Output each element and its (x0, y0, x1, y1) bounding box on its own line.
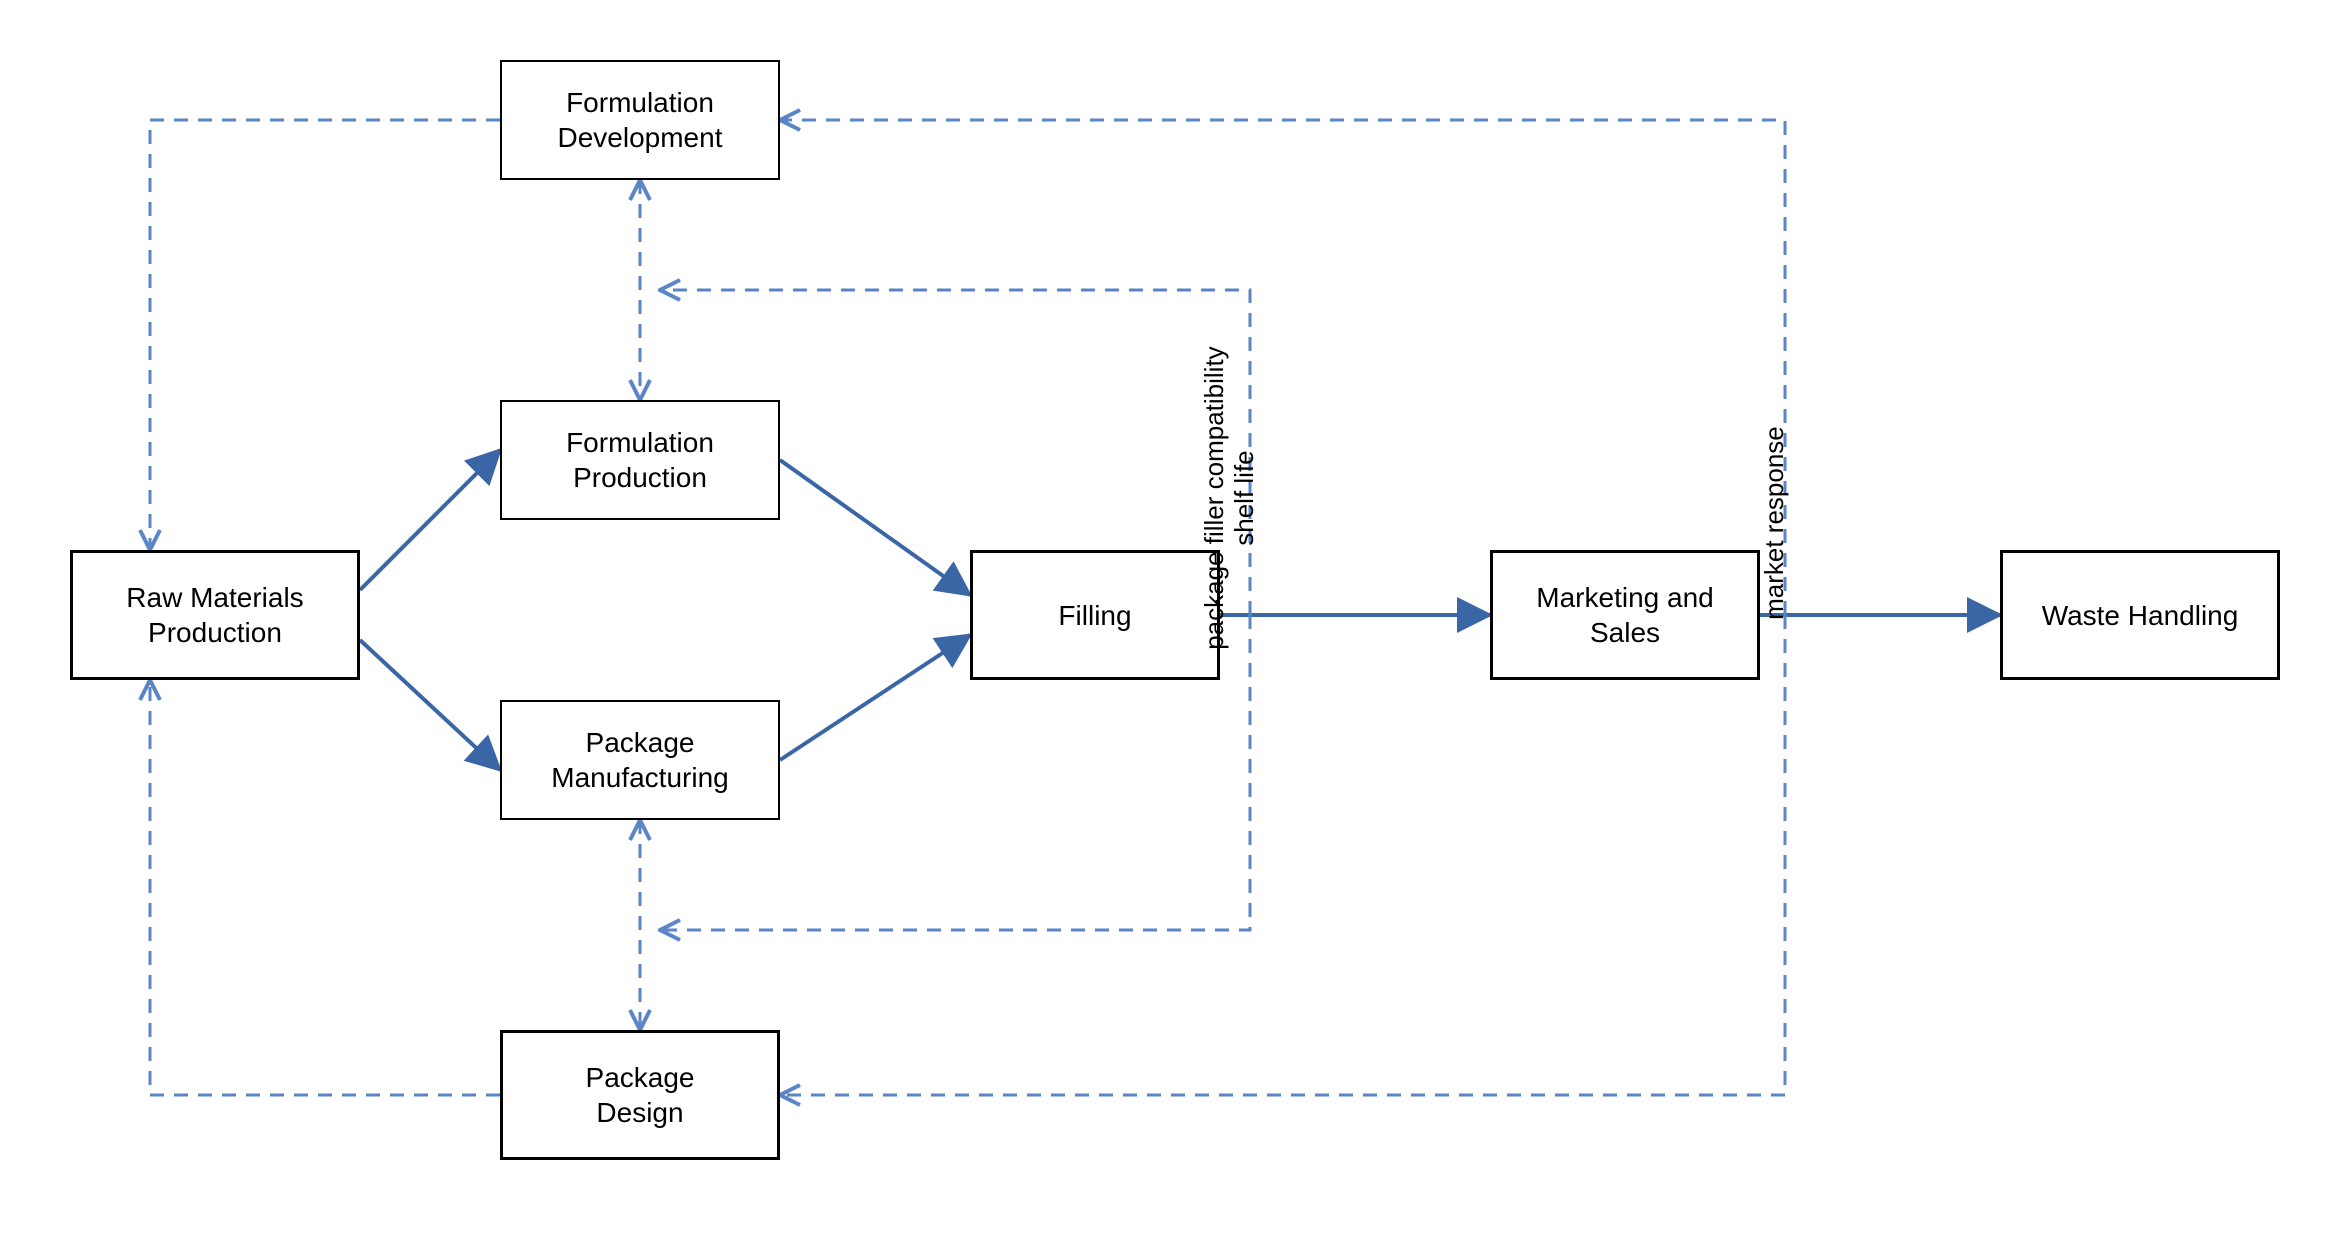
node-label: Marketing and Sales (1536, 580, 1713, 650)
flowchart-canvas: Raw Materials Production Formulation Deve… (0, 0, 2346, 1240)
node-label: Raw Materials Production (126, 580, 303, 650)
edge-solid-2 (780, 460, 970, 595)
node-fprod: Formulation Production (500, 400, 780, 520)
edge-dashed-4 (780, 120, 1785, 615)
node-waste: Waste Handling (2000, 550, 2280, 680)
edge-solid-1 (360, 640, 500, 770)
node-label: Package Manufacturing (551, 725, 728, 795)
edge-solid-3 (780, 635, 970, 760)
node-label: Filling (1058, 598, 1131, 633)
node-raw: Raw Materials Production (70, 550, 360, 680)
node-pdes: Package Design (500, 1030, 780, 1160)
edge-dashed-7 (150, 680, 500, 1095)
edge-dashed-5 (780, 615, 1785, 1095)
edge-label: market response (1760, 426, 1790, 620)
edge-solid-0 (360, 450, 500, 590)
edge-dashed-6 (150, 120, 500, 550)
node-pmfg: Package Manufacturing (500, 700, 780, 820)
node-label: Waste Handling (2042, 598, 2239, 633)
edge-label: package filler compatibility shelf life (1200, 346, 1260, 649)
node-label: Package Design (586, 1060, 695, 1130)
node-fill: Filling (970, 550, 1220, 680)
node-mkt: Marketing and Sales (1490, 550, 1760, 680)
node-label: Formulation Production (566, 425, 714, 495)
node-label: Formulation Development (558, 85, 723, 155)
node-fdev: Formulation Development (500, 60, 780, 180)
